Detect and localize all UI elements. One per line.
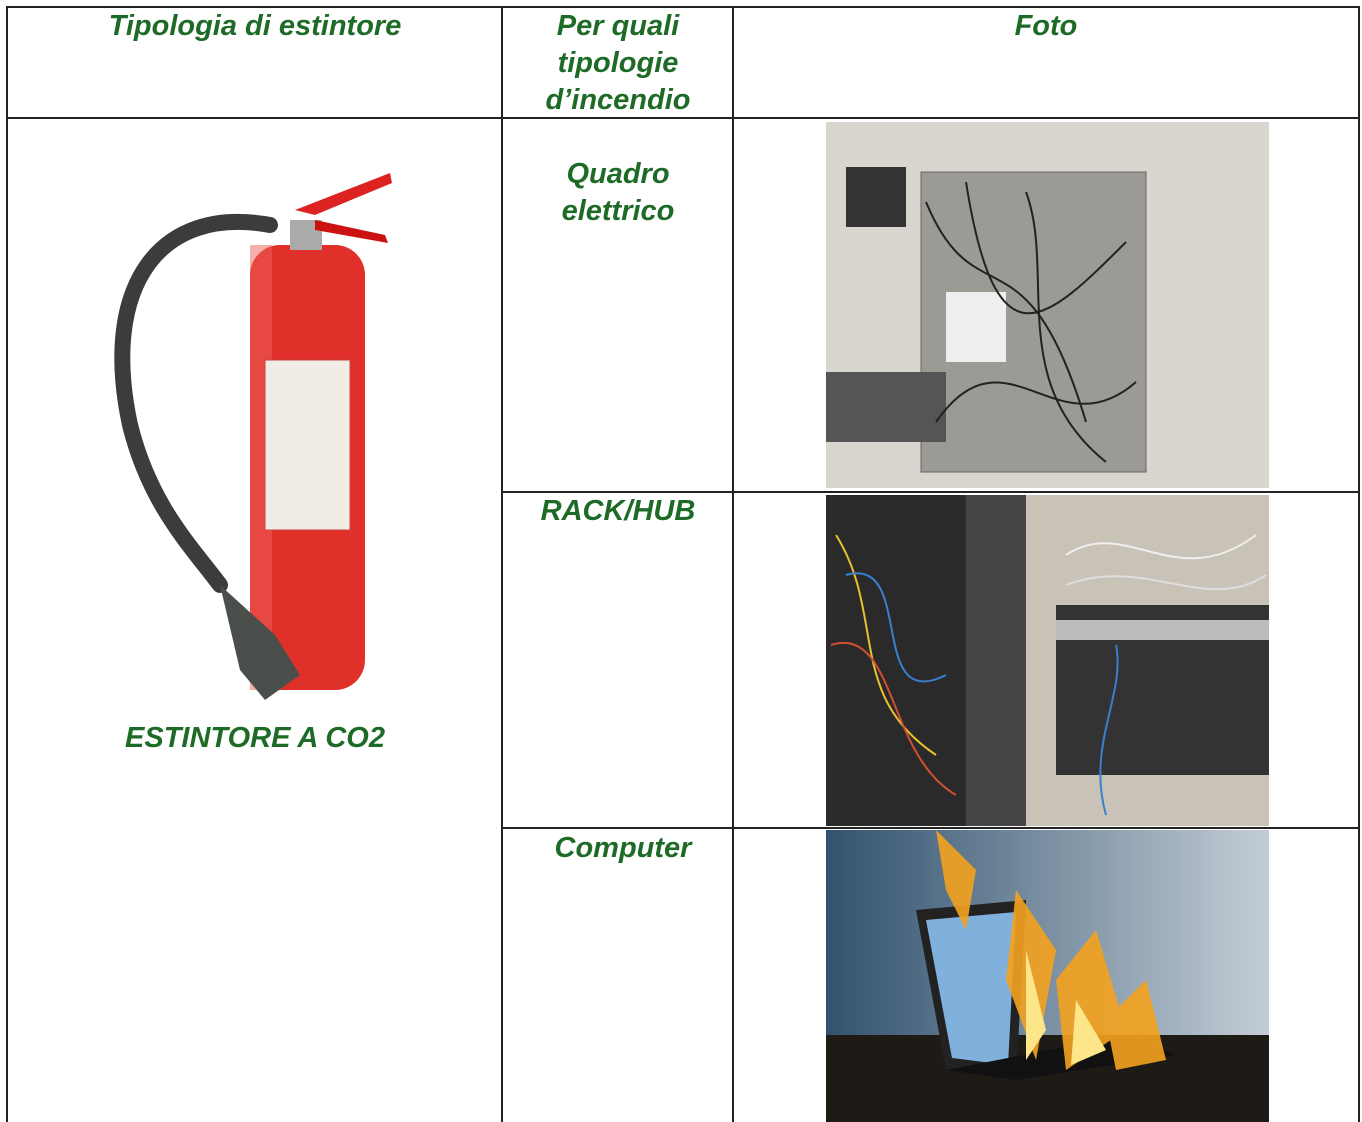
border: [6, 6, 8, 1122]
header: Foto: [1014, 10, 1078, 42]
border: [7, 117, 1360, 119]
fire-type: RACK/HUB: [540, 495, 696, 527]
laptop-photo: [826, 830, 1269, 1122]
panel-photo: [826, 122, 1269, 488]
extinguisher-label: ESTINTORE A CO2: [125, 722, 385, 754]
extinguisher-photo: [114, 173, 392, 700]
border: [501, 6, 503, 1122]
rack-photo: [826, 495, 1269, 826]
header: Tipologia di estintore: [108, 10, 402, 42]
border: [1358, 6, 1360, 1122]
border: [7, 6, 1360, 8]
fire-type: Quadro elettrico: [561, 158, 675, 227]
border: [732, 6, 734, 1122]
border: [502, 491, 1360, 493]
fire-type: Computer: [554, 832, 692, 864]
header: Per quali tipologie d’incendio: [545, 10, 691, 116]
border: [502, 827, 1360, 829]
